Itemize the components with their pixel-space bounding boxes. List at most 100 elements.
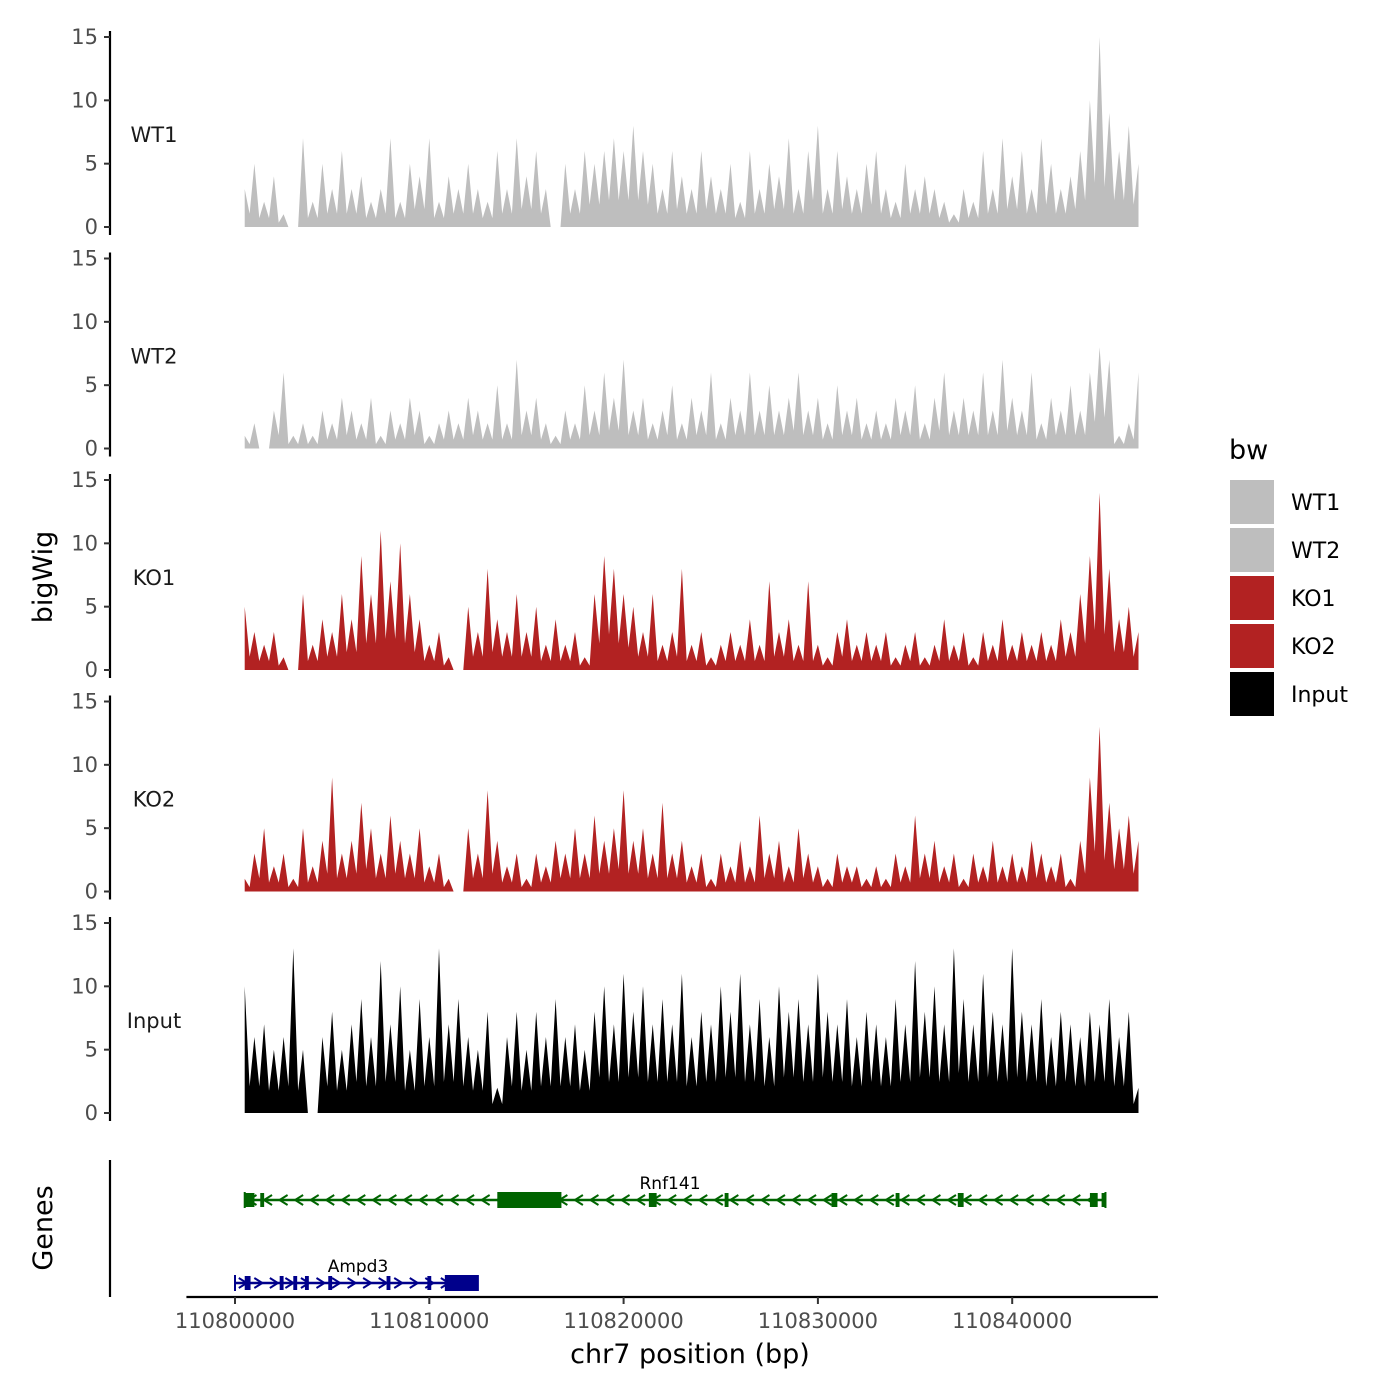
exon-ampd3-5 xyxy=(386,1276,391,1290)
strand-arrow-rnf141 xyxy=(370,1194,382,1206)
legend-label-wt2: WT2 xyxy=(1291,539,1340,564)
y-tick-label-ko1-15: 15 xyxy=(71,468,98,492)
exon-ampd3-7 xyxy=(444,1275,478,1291)
strand-arrow-rnf141 xyxy=(433,1194,444,1206)
strand-arrow-rnf141 xyxy=(588,1194,599,1206)
exon-rnf141-9 xyxy=(1101,1193,1106,1207)
area-wt2 xyxy=(244,347,1139,449)
strand-arrow-rnf141 xyxy=(355,1194,366,1206)
exon-rnf141-8 xyxy=(1089,1193,1098,1207)
exon-rnf141-2 xyxy=(497,1192,562,1208)
legend-key-ko2 xyxy=(1230,624,1274,668)
area-wt1 xyxy=(244,37,1139,227)
y-tick-label-ko1-10: 10 xyxy=(71,531,98,555)
strand-arrow-rnf141 xyxy=(712,1194,724,1206)
y-tick-label-wt2-0: 0 xyxy=(85,437,98,461)
strand-arrow-rnf141 xyxy=(821,1194,833,1206)
strand-arrow-rnf141 xyxy=(464,1194,475,1206)
y-axis-title: bigWig xyxy=(28,531,59,624)
gene-rnf141: Rnf141 xyxy=(243,1174,1107,1208)
exon-rnf141-0 xyxy=(244,1193,255,1207)
y-tick-label-input-0: 0 xyxy=(85,1101,98,1125)
strand-arrow-rnf141 xyxy=(806,1194,817,1206)
strand-arrow-rnf141 xyxy=(448,1194,460,1206)
strand-arrow-rnf141 xyxy=(1054,1194,1066,1206)
exon-ampd3-3 xyxy=(304,1276,309,1290)
y-tick-label-wt1-10: 10 xyxy=(71,88,98,112)
area-ko2 xyxy=(244,726,1139,892)
strand-arrow-rnf141 xyxy=(293,1194,304,1206)
area-ko1 xyxy=(244,492,1139,670)
x-axis-title: chr7 position (bp) xyxy=(570,1339,810,1370)
y-tick-label-input-15: 15 xyxy=(71,911,98,935)
strand-arrow-rnf141 xyxy=(417,1194,429,1206)
area-input xyxy=(244,948,1139,1113)
strand-arrow-rnf141 xyxy=(573,1194,584,1206)
strand-arrow-rnf141 xyxy=(837,1194,848,1206)
genes-panel: Rnf141 Ampd3 xyxy=(108,1160,1107,1297)
legend-key-input xyxy=(1230,672,1274,716)
strand-arrow-ampd3 xyxy=(409,1277,420,1289)
exon-rnf141-6 xyxy=(895,1193,900,1207)
strand-arrow-rnf141 xyxy=(1008,1194,1019,1206)
legend-label-input: Input xyxy=(1291,683,1348,708)
genes-panel-title: Genes xyxy=(28,1185,59,1270)
strand-arrow-rnf141 xyxy=(681,1194,693,1206)
strand-arrow-rnf141 xyxy=(324,1194,335,1206)
strand-arrow-rnf141 xyxy=(635,1194,646,1206)
gene-ampd3: Ampd3 xyxy=(234,1257,479,1291)
track-wt2: 0 5 10 15 WT2 xyxy=(71,247,1139,461)
gene-label-ampd3: Ampd3 xyxy=(328,1257,389,1277)
exon-ampd3-2 xyxy=(293,1276,298,1290)
legend-key-wt2 xyxy=(1230,528,1274,572)
exon-rnf141-1 xyxy=(260,1193,265,1207)
bigwig-tracks: 0 5 10 15 WT1 0 5 10 15 WT2 0 5 10 15 KO1 0 5 10 15 KO2 0 5 10… xyxy=(71,25,1139,1125)
strand-arrow-rnf141 xyxy=(977,1194,988,1206)
strand-arrow-rnf141 xyxy=(697,1194,708,1206)
y-tick-label-wt1-15: 15 xyxy=(71,25,98,49)
strand-arrow-rnf141 xyxy=(386,1194,397,1206)
strand-arrow-rnf141 xyxy=(899,1194,910,1206)
y-tick-label-ko1-0: 0 xyxy=(85,658,98,682)
exon-rnf141-7 xyxy=(957,1193,964,1207)
exon-ampd3-0 xyxy=(244,1276,251,1290)
y-tick-label-input-5: 5 xyxy=(85,1038,98,1062)
gene-label-rnf141: Rnf141 xyxy=(639,1174,700,1194)
strand-arrow-rnf141 xyxy=(619,1194,631,1206)
track-input: 0 5 10 15 Input xyxy=(71,911,1139,1125)
y-tick-label-wt2-5: 5 xyxy=(85,373,98,397)
legend-key-wt1 xyxy=(1230,480,1274,524)
y-tick-label-wt2-15: 15 xyxy=(71,247,98,271)
strand-arrow-rnf141 xyxy=(1023,1194,1035,1206)
x-tick-label-1: 110810000 xyxy=(369,1309,489,1333)
strand-arrow-ampd3 xyxy=(347,1277,358,1289)
track-label-ko1: KO1 xyxy=(133,566,176,590)
track-label-wt1: WT1 xyxy=(131,123,178,147)
strand-arrow-rnf141 xyxy=(308,1194,320,1206)
exon-ampd3-1 xyxy=(279,1276,284,1290)
strand-arrow-rnf141 xyxy=(666,1194,677,1206)
strand-arrow-ampd3 xyxy=(331,1277,342,1289)
strand-arrow-rnf141 xyxy=(775,1194,786,1206)
strand-arrow-rnf141 xyxy=(277,1194,289,1206)
strand-arrow-rnf141 xyxy=(790,1194,802,1206)
exon-rnf141-4 xyxy=(724,1193,729,1207)
y-tick-label-wt1-0: 0 xyxy=(85,215,98,239)
strand-arrow-rnf141 xyxy=(992,1194,1004,1206)
x-axis: 110800000 110810000 110820000 110830000 1108… xyxy=(175,1295,1158,1333)
strand-arrow-rnf141 xyxy=(930,1194,941,1206)
y-tick-label-ko2-15: 15 xyxy=(71,690,98,714)
track-ko1: 0 5 10 15 KO1 xyxy=(71,468,1139,682)
strand-arrow-ampd3 xyxy=(362,1277,374,1289)
track-label-wt2: WT2 xyxy=(131,345,178,369)
y-tick-label-ko2-5: 5 xyxy=(85,816,98,840)
exon-rnf141-3 xyxy=(648,1193,657,1207)
strand-arrow-rnf141 xyxy=(479,1194,491,1206)
y-tick-label-ko2-10: 10 xyxy=(71,753,98,777)
strand-arrow-ampd3 xyxy=(253,1277,265,1289)
strand-arrow-ampd3 xyxy=(300,1277,311,1289)
y-tick-label-input-10: 10 xyxy=(71,974,98,998)
strand-arrow-rnf141 xyxy=(1039,1194,1050,1206)
strand-arrow-rnf141 xyxy=(852,1194,864,1206)
